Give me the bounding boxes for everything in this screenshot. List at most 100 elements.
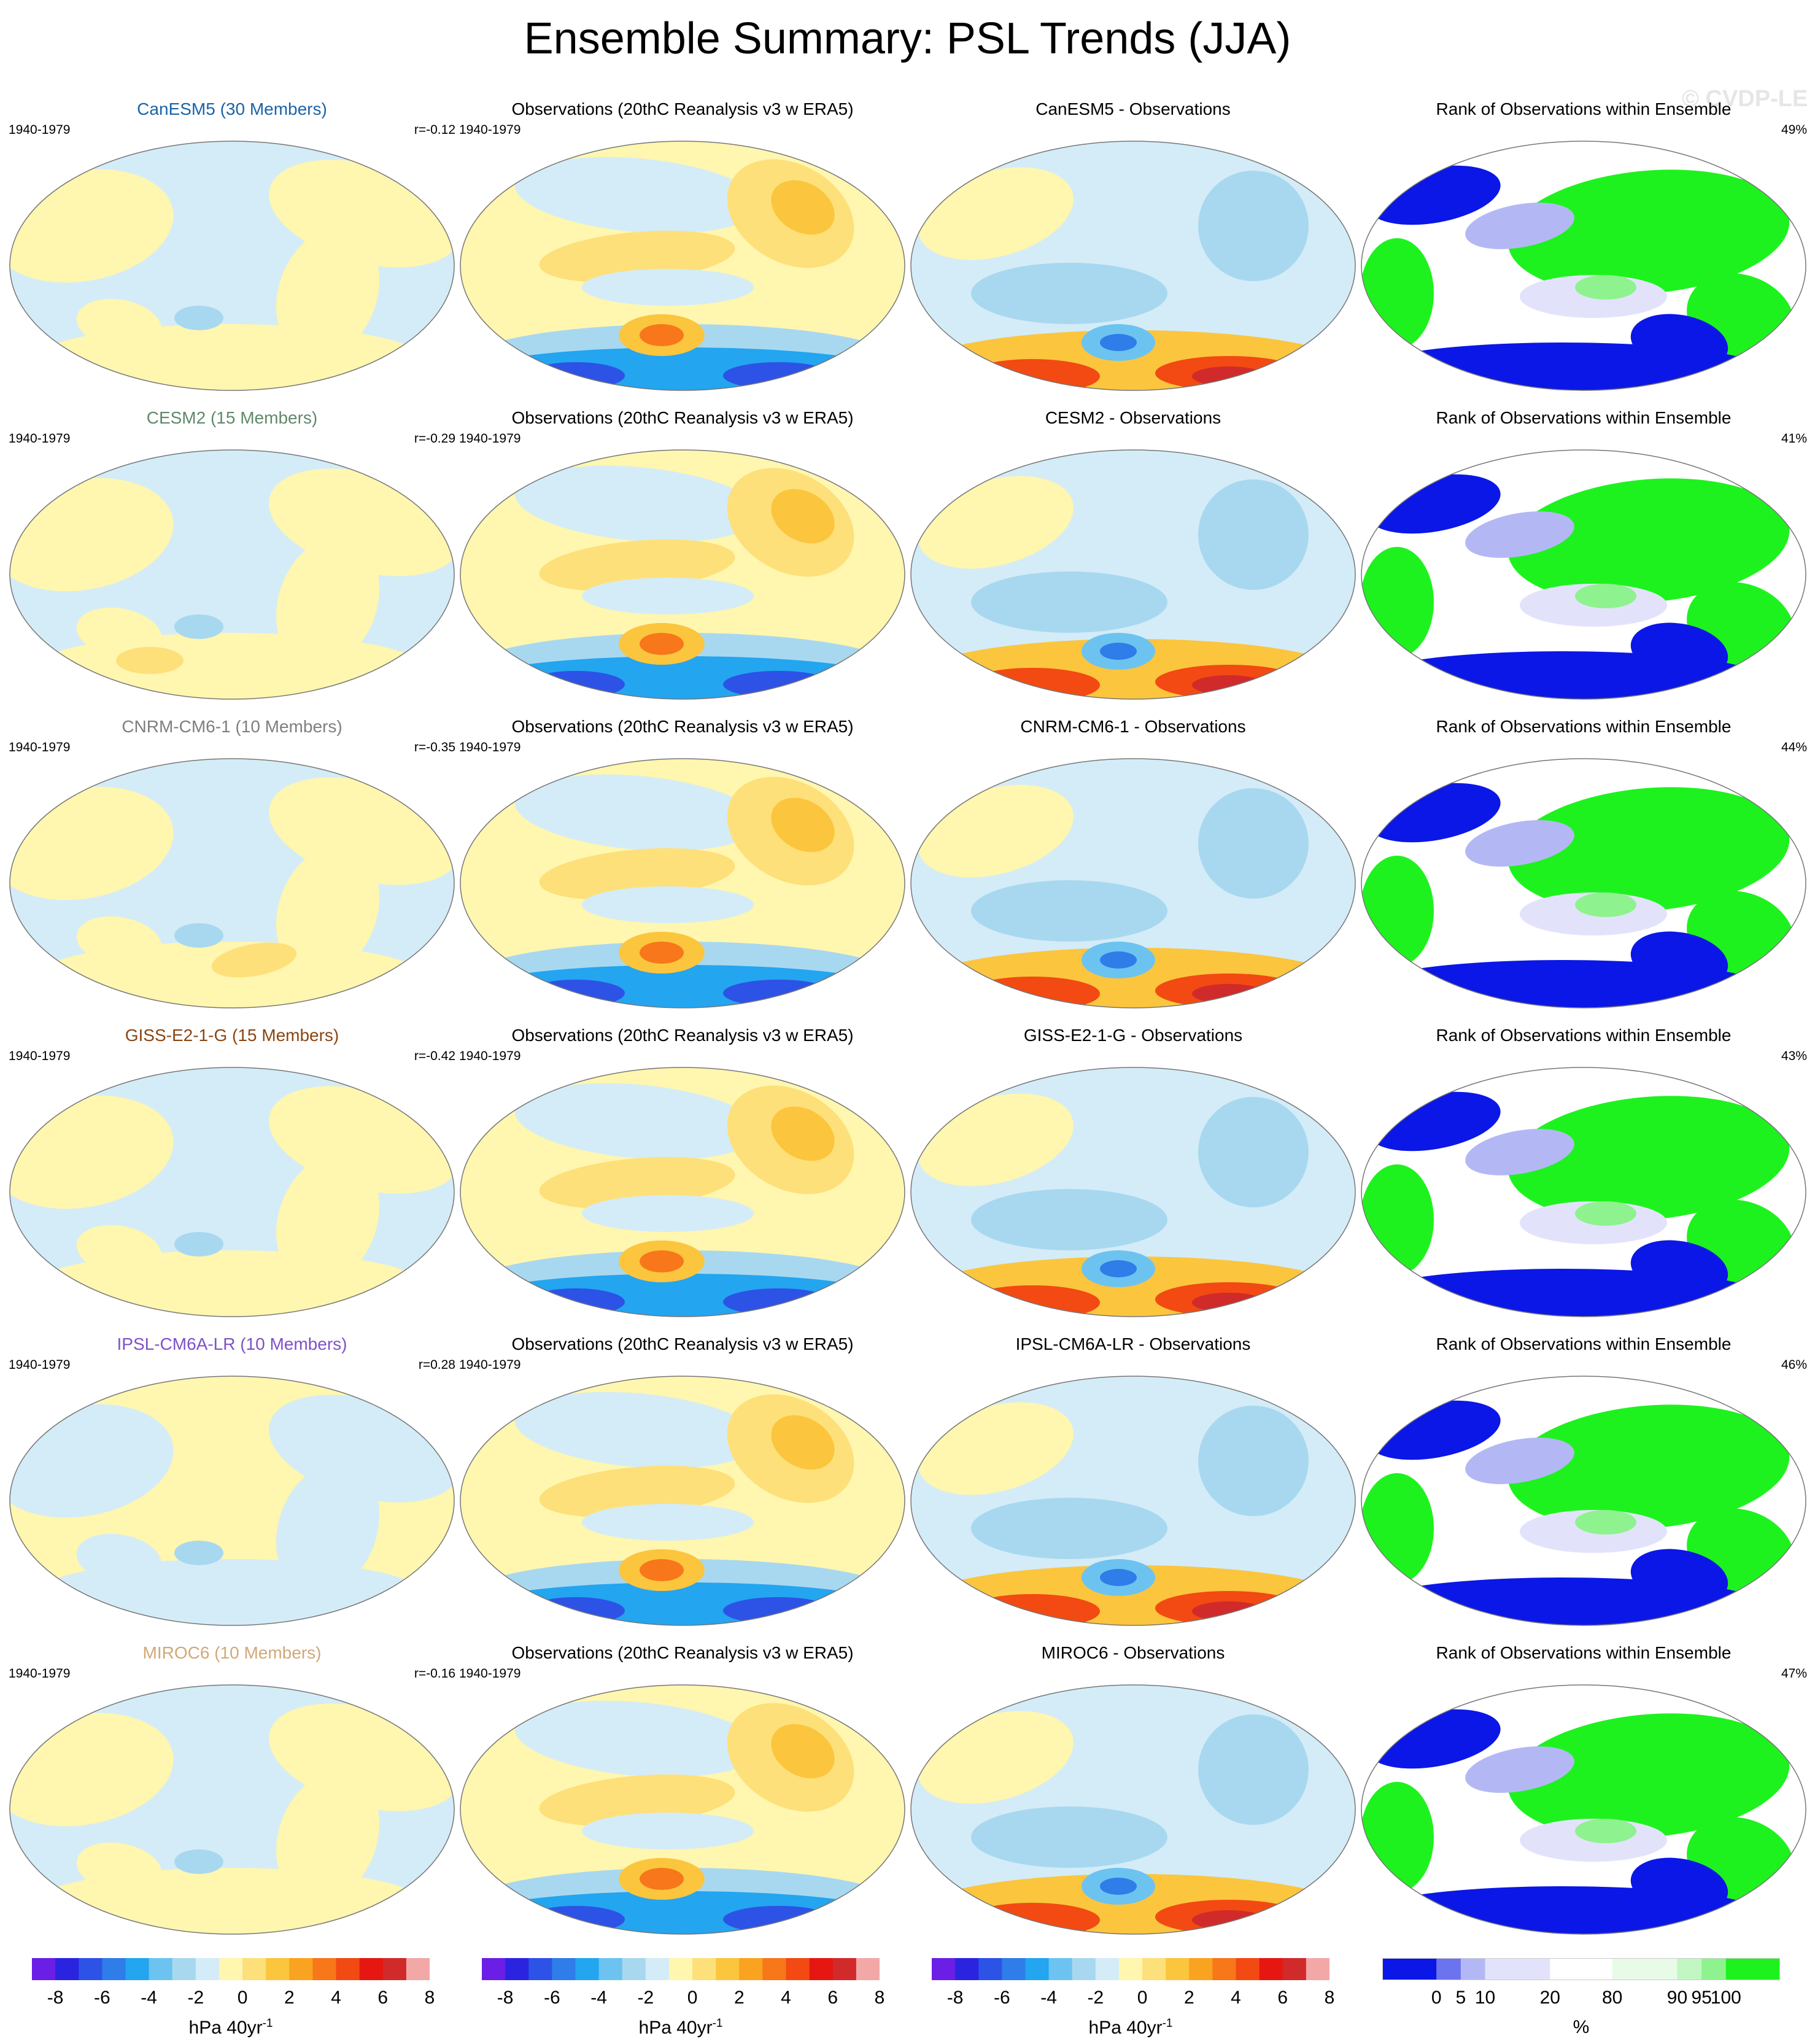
- field-contour: [1465, 1746, 1574, 1793]
- map-outline: [1361, 1684, 1806, 1935]
- observations-title: Observations (20thC Reanalysis v3 w ERA5…: [511, 408, 854, 427]
- field-contour: [1192, 675, 1266, 695]
- map-outline: [9, 1067, 455, 1317]
- map-outline: [910, 1376, 1356, 1626]
- colorbar-tick-label: 0: [237, 1988, 248, 2008]
- field-contour: [276, 1154, 380, 1285]
- period-label: 1940-1979: [459, 432, 521, 446]
- colorbar-tick-label: -2: [637, 1988, 654, 2008]
- colorbar-swatch: [149, 1958, 173, 1980]
- trend-map: [460, 1684, 905, 1935]
- colorbar-swatch: [1282, 1958, 1307, 1980]
- rank-tick-label: 5: [1455, 1988, 1466, 2008]
- rank-title: Rank of Observations within Ensemble: [1436, 1643, 1732, 1662]
- diff-panel-2: CESM2 - Observations: [910, 408, 1356, 703]
- field-contour: [1198, 1406, 1309, 1516]
- field-contour: [582, 1813, 754, 1849]
- colorbar-swatch: [1025, 1958, 1050, 1980]
- field-contour: [76, 607, 162, 659]
- colorbar-swatch: [1002, 1958, 1026, 1980]
- colorbar-tick-label: 6: [1277, 1988, 1288, 2008]
- map-outline: [910, 141, 1356, 391]
- field-contour: [1100, 1878, 1137, 1895]
- rank-title: Rank of Observations within Ensemble: [1436, 1026, 1732, 1045]
- map-outline: [9, 758, 455, 1008]
- colorbar-swatch: [1095, 1958, 1120, 1980]
- colorbar-swatch: [786, 1958, 810, 1980]
- field-contour: [971, 1189, 1167, 1250]
- field-contour: [1575, 1819, 1636, 1843]
- pattern-correlation: r=-0.35: [414, 740, 455, 754]
- rank-map: [1361, 141, 1806, 391]
- rank-percent: 47%: [1781, 1667, 1807, 1681]
- rank-tick-label: 0: [1431, 1988, 1442, 2008]
- field-contour: [723, 671, 834, 698]
- rank-tick-label: 95: [1691, 1988, 1712, 2008]
- model-panel-6: MIROC6 (10 Members) 1940-1979 r=-0.16: [9, 1643, 455, 1938]
- rank-percent: 44%: [1781, 740, 1807, 754]
- obs-panel-3: Observations (20thC Reanalysis v3 w ERA5…: [459, 717, 906, 1012]
- colorbar-swatch: [1382, 1958, 1437, 1980]
- main-title: Ensemble Summary: PSL Trends (JJA): [524, 14, 1291, 63]
- colorbar-swatch: [739, 1958, 763, 1980]
- colorbar-tick-label: -8: [946, 1988, 964, 2008]
- rank-percent: 43%: [1781, 1049, 1807, 1063]
- unit-exponent: -1: [1162, 2017, 1173, 2030]
- colorbar-tick-label: -4: [141, 1988, 157, 2008]
- colorbar-swatch: [1306, 1958, 1329, 1980]
- field-contour: [1630, 622, 1728, 680]
- trend-colorbar-2: -8 -6 -4 -2 0 2 4 6 8 hPa 40yr-1: [482, 1958, 884, 2044]
- rank-tick-label: 20: [1539, 1988, 1560, 2008]
- colorbar-unit: hPa 40yr-1: [1089, 2017, 1173, 2038]
- map-outline: [910, 1067, 1356, 1317]
- field-contour: [174, 614, 223, 639]
- colorbar-swatch: [382, 1958, 407, 1980]
- field-contour: [1192, 1910, 1266, 1930]
- map-outline: [460, 449, 905, 700]
- rank-title: Rank of Observations within Ensemble: [1436, 717, 1732, 736]
- field-contour: [640, 633, 684, 655]
- colorbar-swatch: [1072, 1958, 1096, 1980]
- colorbar-swatch: [406, 1958, 430, 1980]
- field-contour: [640, 1250, 684, 1272]
- field-contour: [276, 228, 380, 359]
- field-contour: [1575, 1201, 1636, 1226]
- rank-tick-label: 10: [1474, 1988, 1496, 2008]
- colorbar-swatch: [1259, 1958, 1283, 1980]
- trend-map: [9, 141, 455, 391]
- field-contour: [1575, 584, 1636, 608]
- colorbar-tick-label: -4: [590, 1988, 607, 2008]
- rank-panel-3: Rank of Observations within Ensemble 44%: [1360, 717, 1807, 1012]
- field-contour: [1198, 171, 1309, 281]
- field-contour: [514, 1083, 760, 1160]
- pattern-correlation: r=-0.42: [414, 1049, 455, 1063]
- field-contour: [1465, 1438, 1574, 1484]
- rank-title: Rank of Observations within Ensemble: [1436, 408, 1732, 427]
- colorbar-swatch: [359, 1958, 384, 1980]
- field-contour: [723, 362, 834, 389]
- obs-panel-1: Observations (20thC Reanalysis v3 w ERA5…: [459, 99, 906, 394]
- field-contour: [1507, 169, 1790, 295]
- rank-title: Rank of Observations within Ensemble: [1436, 1334, 1732, 1353]
- period-label: 1940-1979: [9, 1667, 71, 1681]
- difference-title: CanESM5 - Observations: [1035, 99, 1231, 118]
- colorbar-swatch: [1485, 1958, 1550, 1980]
- colorbar-swatch: [716, 1958, 740, 1980]
- diff-panel-1: CanESM5 - Observations: [910, 99, 1356, 394]
- field-contour: [76, 298, 162, 350]
- trend-map: [460, 1376, 905, 1626]
- field-contour: [771, 180, 835, 235]
- rank-tick-label: 100: [1710, 1988, 1741, 2008]
- field-contour: [514, 1392, 760, 1469]
- colorbar-swatch: [622, 1958, 646, 1980]
- field-contour: [1630, 314, 1728, 371]
- colorbar-unit: hPa 40yr-1: [189, 2017, 273, 2038]
- model-title: CNRM-CM6-1 (10 Members): [122, 717, 342, 736]
- period-label: 1940-1979: [9, 1049, 71, 1063]
- rank-panel-1: Rank of Observations within Ensemble 49%: [1360, 99, 1807, 394]
- field-contour: [1198, 479, 1309, 590]
- field-contour: [276, 1771, 380, 1903]
- colorbar-swatch: [1436, 1958, 1461, 1980]
- trend-map: [460, 1067, 905, 1317]
- colorbar-tick-label: 4: [1231, 1988, 1241, 2008]
